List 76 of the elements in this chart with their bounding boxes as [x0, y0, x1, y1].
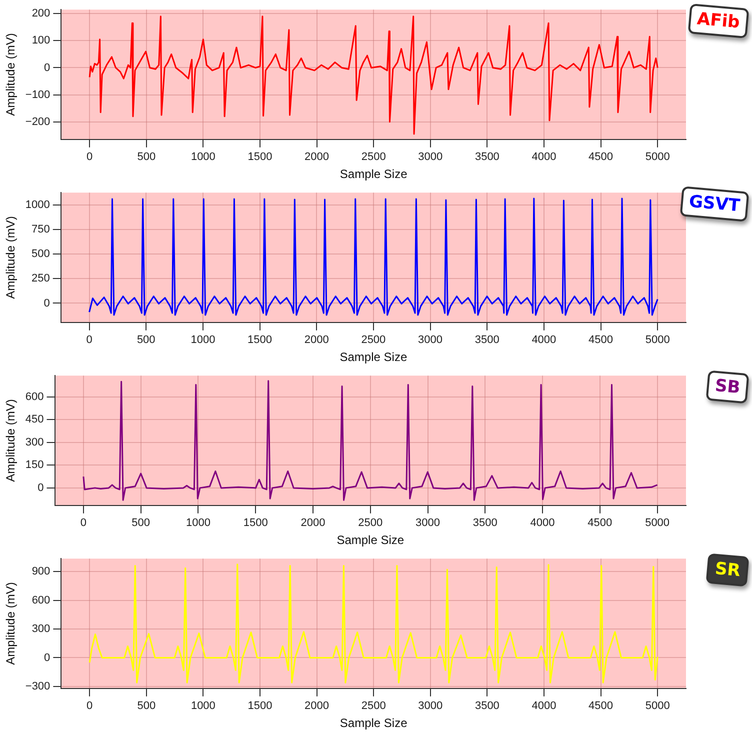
x-axis-title: Sample Size [340, 167, 408, 182]
x-tick-label: 3500 [474, 334, 500, 346]
x-tick-label: 5000 [645, 334, 670, 346]
x-axis-title: Sample Size [340, 350, 408, 364]
y-tick-label: −300 [25, 680, 50, 693]
x-tick-label: 4500 [588, 517, 612, 530]
y-tick-label: 600 [25, 390, 44, 403]
x-tick-label: 1500 [248, 334, 272, 346]
x-tick-label: 4000 [532, 334, 556, 346]
y-tick-label: 750 [32, 224, 50, 236]
x-tick-label: 5000 [645, 151, 670, 164]
y-tick-label: 100 [32, 34, 50, 47]
x-tick-label: 2500 [358, 517, 383, 530]
y-axis-title: Amplitude (mV) [4, 33, 18, 116]
x-tick-label: 1500 [243, 517, 268, 530]
x-tick-label: 3000 [416, 517, 440, 530]
x-tick-label: 4500 [588, 151, 614, 164]
x-tick-label: 1500 [248, 700, 272, 712]
y-axis-title: Amplitude (mV) [4, 216, 18, 299]
x-tick-label: 5000 [645, 517, 670, 530]
x-tick-label: 4000 [530, 517, 555, 530]
y-tick-label: 900 [32, 566, 50, 578]
y-tick-label: 450 [25, 414, 44, 426]
x-tick-label: 1000 [190, 151, 216, 164]
y-tick-label: 500 [32, 248, 50, 260]
y-tick-label: 0 [44, 297, 50, 310]
x-tick-label: 5000 [645, 700, 670, 712]
y-tick-label: 200 [32, 8, 50, 20]
y-tick-label: 0 [44, 652, 50, 664]
x-tick-label: 500 [132, 517, 150, 530]
x-tick-label: 0 [86, 151, 93, 164]
y-tick-label: 300 [25, 436, 44, 448]
x-tick-label: 3000 [418, 334, 443, 346]
y-axis-title: Amplitude (mV) [4, 399, 18, 482]
x-tick-label: 2500 [361, 151, 386, 164]
y-tick-label: 600 [32, 594, 50, 606]
x-tick-label: 500 [136, 334, 156, 346]
x-tick-label: 500 [137, 700, 156, 712]
x-axis-title: Sample Size [336, 533, 404, 548]
y-tick-label: 0 [44, 62, 50, 74]
x-tick-label: 2000 [304, 700, 330, 712]
x-tick-label: 1000 [190, 334, 216, 346]
x-tick-label: 0 [80, 517, 87, 530]
text: SB [706, 370, 750, 404]
x-tick-label: 1500 [248, 151, 272, 164]
x-tick-label: 2500 [361, 700, 386, 712]
y-tick-label: 1000 [25, 198, 50, 211]
x-tick-label: 4000 [532, 700, 556, 712]
x-tick-label: 3500 [474, 151, 500, 164]
text: GSVT [680, 186, 750, 222]
x-tick-label: 3500 [472, 517, 498, 530]
y-tick-label: −100 [25, 88, 50, 101]
x-tick-label: 4500 [588, 334, 613, 346]
x-tick-label: 1000 [190, 700, 216, 712]
x-tick-label: 3500 [474, 700, 500, 712]
text: SR [705, 553, 750, 587]
y-axis-title: Amplitude (mV) [4, 582, 18, 665]
y-tick-label: 250 [32, 272, 50, 285]
x-tick-label: 2000 [304, 334, 329, 346]
text: AFib [688, 3, 750, 39]
y-tick-label: 150 [25, 459, 44, 472]
y-tick-label: 0 [38, 482, 44, 494]
x-tick-label: 2500 [361, 334, 386, 346]
x-axis-title: Sample Size [340, 716, 408, 730]
x-tick-label: 0 [86, 700, 93, 712]
x-tick-label: 1000 [186, 517, 210, 530]
x-tick-label: 3000 [418, 700, 443, 712]
x-tick-label: 500 [137, 151, 156, 164]
x-tick-label: 4500 [588, 700, 614, 712]
x-tick-label: 3000 [418, 151, 443, 164]
y-tick-label: −200 [25, 116, 50, 128]
x-tick-label: 4000 [532, 151, 556, 164]
x-tick-label: 0 [86, 334, 92, 346]
y-tick-label: 300 [32, 623, 50, 636]
x-tick-label: 2000 [300, 517, 326, 530]
x-tick-label: 2000 [304, 151, 330, 164]
